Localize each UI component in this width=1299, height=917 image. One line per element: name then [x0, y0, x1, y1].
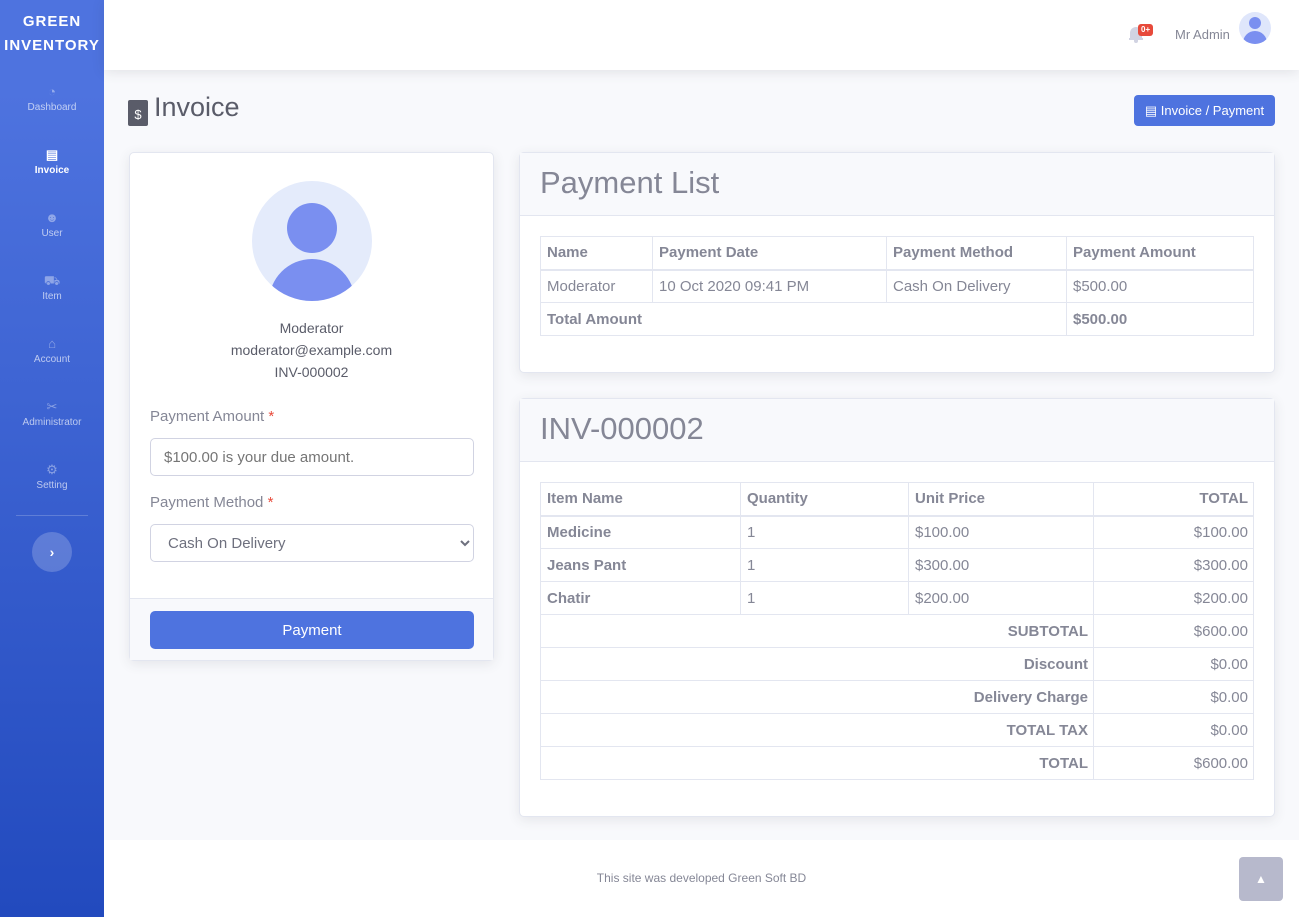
- tools-icon: ✂: [46, 399, 58, 414]
- invoice-table: Item Name Quantity Unit Price TOTAL Medicin…: [540, 482, 1254, 780]
- summary-row: TOTAL $600.00: [540, 746, 1254, 780]
- invoice-icon: ▤: [45, 147, 59, 162]
- brand-line2: INVENTORY: [4, 37, 100, 54]
- invoice-icon: ▤: [1144, 103, 1161, 118]
- invoice-number: INV-000002: [274, 364, 349, 380]
- payment-list-card: Payment List Name Payment Date Payment Met…: [519, 152, 1275, 373]
- total-row: Total Amount $500.00: [540, 302, 1254, 336]
- footer-text: This site was developed Green Soft BD: [596, 871, 807, 885]
- invoice-title: INV-000002: [520, 399, 1274, 462]
- summary-row: TOTAL TAX $0.00: [540, 713, 1254, 747]
- brand-logo[interactable]: GREEN INVENTORY: [0, 0, 104, 70]
- payment-list-table: Name Payment Date Payment Method Payment Am…: [540, 236, 1254, 336]
- payment-list-title: Payment List: [520, 153, 1274, 216]
- nav-label: User: [41, 228, 63, 239]
- gears-icon: ⚙: [46, 462, 58, 477]
- sidebar: GREEN INVENTORY ◔ Dashboard ▤ Invoice ☻ User…: [0, 0, 104, 917]
- sidebar-divider: [16, 515, 88, 516]
- sidebar-item-administrator[interactable]: ✂ Administrator: [0, 385, 104, 448]
- nav-label: Dashboard: [27, 102, 77, 113]
- table-row: Moderator 10 Oct 2020 09:41 PM Cash On Del…: [540, 269, 1254, 303]
- payment-button[interactable]: Payment: [150, 611, 474, 649]
- payment-method-select[interactable]: Cash On Delivery: [150, 524, 474, 562]
- user-name[interactable]: Mr Admin: [1175, 27, 1230, 42]
- summary-row: Delivery Charge $0.00: [540, 680, 1254, 714]
- user-avatar[interactable]: [1239, 12, 1271, 44]
- sidebar-toggle-button[interactable]: ›: [32, 532, 72, 572]
- nav-label: Invoice: [34, 165, 70, 176]
- table-row: Medicine 1 $100.00 $100.00: [540, 515, 1254, 549]
- nav-label: Administrator: [22, 417, 82, 428]
- table-header: Name Payment Date Payment Method Payment Am…: [540, 236, 1254, 271]
- nav-label: Item: [42, 291, 62, 302]
- payment-amount-input[interactable]: [150, 438, 474, 476]
- nav-label: Setting: [36, 480, 68, 491]
- footer: This site was developed Green Soft BD: [104, 840, 1299, 917]
- page-title: $ Invoice: [128, 92, 240, 126]
- scroll-to-top-button[interactable]: ▲: [1239, 857, 1283, 901]
- payment-method-label: Payment Method *: [150, 494, 274, 511]
- summary-row: SUBTOTAL $600.00: [540, 614, 1254, 648]
- customer-avatar: [252, 181, 372, 301]
- invoice-icon: $: [128, 100, 148, 126]
- cart-icon: ⛟: [43, 273, 61, 288]
- brand-line1: GREEN: [22, 13, 82, 30]
- sidebar-item-invoice[interactable]: ▤ Invoice: [0, 133, 104, 196]
- sidebar-item-dashboard[interactable]: ◔ Dashboard: [0, 70, 104, 133]
- customer-name: Moderator: [279, 320, 344, 336]
- sidebar-item-account[interactable]: ⌂ Account: [0, 322, 104, 385]
- customer-email: moderator@example.com: [230, 342, 393, 358]
- button-label: Invoice / Payment: [1160, 103, 1265, 118]
- sidebar-item-user[interactable]: ☻ User: [0, 196, 104, 259]
- invoice-payment-button[interactable]: ▤ Invoice / Payment: [1134, 95, 1275, 126]
- dashboard-icon: ◔: [48, 84, 56, 99]
- sidebar-item-item[interactable]: ⛟ Item: [0, 259, 104, 322]
- payment-amount-label: Payment Amount *: [150, 408, 275, 425]
- table-row: Jeans Pant 1 $300.00 $300.00: [540, 548, 1254, 582]
- bank-icon: ⌂: [48, 336, 56, 351]
- topbar: 0+ Mr Admin: [104, 0, 1299, 70]
- table-row: Chatir 1 $200.00 $200.00: [540, 581, 1254, 615]
- users-icon: ☻: [45, 210, 59, 225]
- invoice-card: INV-000002 Item Name Quantity Unit Price TO…: [519, 398, 1275, 817]
- page-title-text: Invoice: [154, 92, 240, 122]
- sidebar-item-setting[interactable]: ⚙ Setting: [0, 448, 104, 511]
- summary-row: Discount $0.00: [540, 647, 1254, 681]
- notification-badge: 0+: [1138, 24, 1154, 36]
- nav-label: Account: [33, 354, 71, 365]
- payment-form-card: Moderator moderator@example.com INV-0000…: [129, 152, 494, 661]
- table-header: Item Name Quantity Unit Price TOTAL: [540, 482, 1254, 517]
